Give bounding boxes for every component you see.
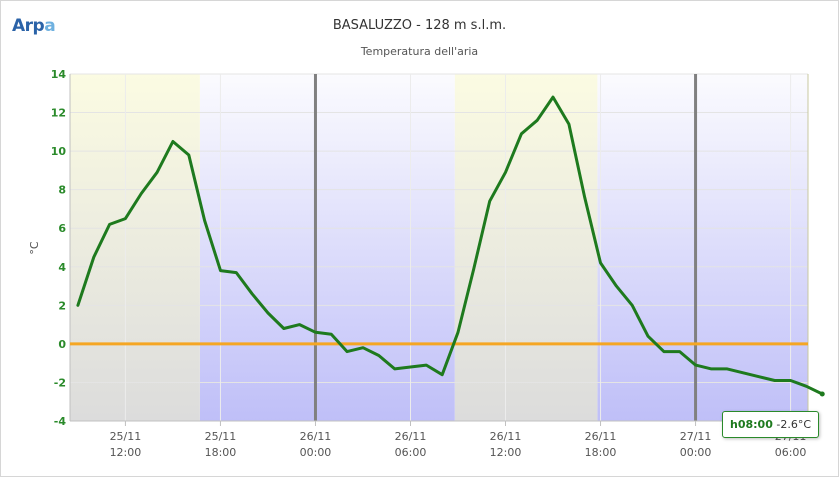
y-tick-label: 4 [58,261,66,274]
y-tick-label: -4 [54,415,67,428]
y-tick-label: 14 [51,68,67,81]
x-tick-time: 06:00 [395,446,427,459]
x-tick-date: 26/11 [585,430,617,443]
x-tick-time: 06:00 [775,446,807,459]
x-tick-date: 26/11 [395,430,427,443]
x-tick-time: 18:00 [585,446,617,459]
temperature-last-point [819,391,825,397]
y-tick-label: 10 [51,145,67,158]
x-tick-date: 25/11 [205,430,237,443]
x-tick-date: 25/11 [110,430,142,443]
tooltip-value: -2.6°C [776,418,812,431]
x-tick-time: 00:00 [680,446,712,459]
x-tick-date: 27/11 [680,430,712,443]
day-band-0 [70,74,200,421]
chart-subtitle: Temperatura dell'aria [360,45,479,58]
x-tick-time: 12:00 [110,446,142,459]
x-tick-time: 12:00 [490,446,522,459]
y-tick-label: -2 [54,376,66,389]
x-tick-time: 00:00 [300,446,332,459]
temperature-series-line-0 [76,95,824,396]
x-tick-date: 26/11 [490,430,522,443]
night-band-0 [199,74,455,421]
arpa-logo: Arpa [12,16,56,36]
x-tick-date: 26/11 [300,430,332,443]
day-band-1 [454,74,598,421]
y-tick-label: 8 [58,184,66,197]
y-tick-label: 0 [58,338,66,351]
y-axis-label: °C [28,241,41,255]
logo-text: Arp [12,16,45,36]
logo-accent: a [44,16,56,36]
chart-title: BASALUZZO - 128 m s.l.m. [332,18,507,33]
y-tick-label: 6 [58,222,66,235]
night-band-1 [597,74,808,421]
y-tick-label: 2 [58,299,66,312]
data-tooltip: h08:00 -2.6°C [722,411,820,438]
x-tick-time: 18:00 [205,446,237,459]
tooltip-time: h08:00 [730,418,773,431]
y-tick-label: 12 [51,107,66,120]
